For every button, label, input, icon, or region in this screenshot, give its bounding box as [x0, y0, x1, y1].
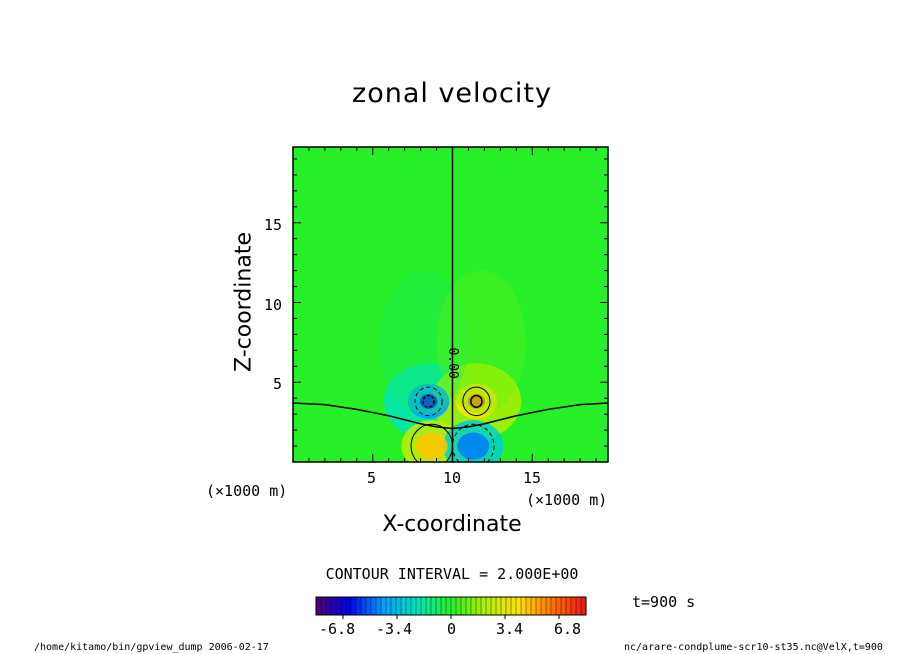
x-axis-label: X-coordinate: [382, 512, 522, 537]
contour-ring: [422, 394, 435, 409]
colorbar-swatch: [356, 597, 362, 615]
y-axis-label: Z-coordinate: [231, 232, 257, 372]
colorbar-swatch: [476, 597, 482, 615]
colorbar-tick-label: 6.8: [554, 620, 582, 638]
colorbar-swatch: [511, 597, 517, 615]
heatmap-field: [293, 147, 608, 462]
colorbar-swatch: [531, 597, 537, 615]
colorbar-swatch: [331, 597, 337, 615]
colorbar-swatch: [561, 597, 567, 615]
colorbar-swatch: [371, 597, 377, 615]
colorbar-swatch: [546, 597, 552, 615]
colorbar: [315, 596, 587, 619]
axis-ticks: [293, 147, 608, 462]
time-label: t=900 s: [632, 593, 696, 611]
colorbar-swatch: [521, 597, 527, 615]
colorbar-swatch: [501, 597, 507, 615]
colorbar-swatch: [491, 597, 497, 615]
colorbar-swatch: [381, 597, 387, 615]
colorbar-tick-label: -3.4: [376, 620, 413, 638]
colorbar-swatch: [446, 597, 452, 615]
colorbar-swatch: [366, 597, 372, 615]
colorbar-swatch: [581, 597, 587, 615]
colorbar-swatch: [406, 597, 412, 615]
y-tick-label: 10: [264, 296, 283, 314]
colorbar-swatch: [421, 597, 427, 615]
contour-lines: [293, 147, 608, 462]
footer-left: /home/kitamo/bin/gpview_dump 2006-02-17: [34, 642, 269, 653]
contour-interval-text: CONTOUR INTERVAL = 2.000E+00: [325, 565, 579, 583]
colorbar-swatch: [456, 597, 462, 615]
colorbar-tick-label: -6.8: [319, 620, 356, 638]
heatmap-blob: [457, 432, 490, 460]
colorbar-swatch: [426, 597, 432, 615]
colorbar-swatch: [481, 597, 487, 615]
colorbar-tick-label: 0: [447, 620, 457, 638]
colorbar-swatch: [361, 597, 367, 615]
y-tick-label: 15: [264, 216, 283, 234]
colorbar-swatch: [436, 597, 442, 615]
contour-ring: [451, 423, 495, 462]
colorbar-swatch: [516, 597, 522, 615]
colorbar-swatch: [496, 597, 502, 615]
footer-right: nc/arare-condplume-scr10-st35.nc@VelX,t=…: [624, 642, 883, 653]
y-tick-label: 5: [273, 375, 283, 393]
colorbar-swatch: [556, 597, 562, 615]
contour-ring: [462, 386, 491, 417]
colorbar-tick-label: 3.4: [496, 620, 524, 638]
contour-ring: [470, 394, 483, 409]
x-tick-label: 5: [367, 469, 377, 487]
colorbar-swatch: [461, 597, 467, 615]
colorbar-swatch: [411, 597, 417, 615]
colorbar-swatch: [471, 597, 477, 615]
colorbar-swatch: [391, 597, 397, 615]
colorbar-swatch: [536, 597, 542, 615]
contour-ring: [414, 386, 443, 417]
colorbar-swatch: [506, 597, 512, 615]
colorbar-swatch: [441, 597, 447, 615]
colorbar-swatch: [526, 597, 532, 615]
colorbar-swatch: [571, 597, 577, 615]
colorbar-swatch: [396, 597, 402, 615]
colorbar-swatch: [451, 597, 457, 615]
y-unit-label: (×1000 m): [206, 482, 288, 500]
colorbar-swatch: [336, 597, 342, 615]
x-tick-label: 15: [523, 469, 542, 487]
colorbar-swatch: [416, 597, 422, 615]
colorbar-swatch: [466, 597, 472, 615]
plot-frame: [292, 146, 609, 463]
colorbar-swatch: [551, 597, 557, 615]
heatmap-blob: [415, 432, 448, 460]
colorbar-swatch: [341, 597, 347, 615]
colorbar-swatch: [431, 597, 437, 615]
colorbar-swatch: [486, 597, 492, 615]
colorbar-swatch: [346, 597, 352, 615]
colorbar-swatch: [401, 597, 407, 615]
contour-label: 0.00: [445, 347, 460, 378]
chart-title: zonal velocity: [352, 78, 552, 109]
colorbar-swatch: [326, 597, 332, 615]
heatmap-halo: [436, 270, 526, 415]
colorbar-swatch: [576, 597, 582, 615]
x-unit-label: (×1000 m): [526, 491, 608, 509]
colorbar-swatch: [541, 597, 547, 615]
colorbar-swatch: [376, 597, 382, 615]
colorbar-swatch: [351, 597, 357, 615]
heatmap-halo: [379, 270, 469, 415]
x-tick-label: 10: [443, 469, 462, 487]
zero-contour-horizontal: [293, 402, 608, 430]
colorbar-swatch: [386, 597, 392, 615]
colorbar-swatch: [316, 597, 322, 615]
colorbar-swatch: [566, 597, 572, 615]
colorbar-swatch: [321, 597, 327, 615]
